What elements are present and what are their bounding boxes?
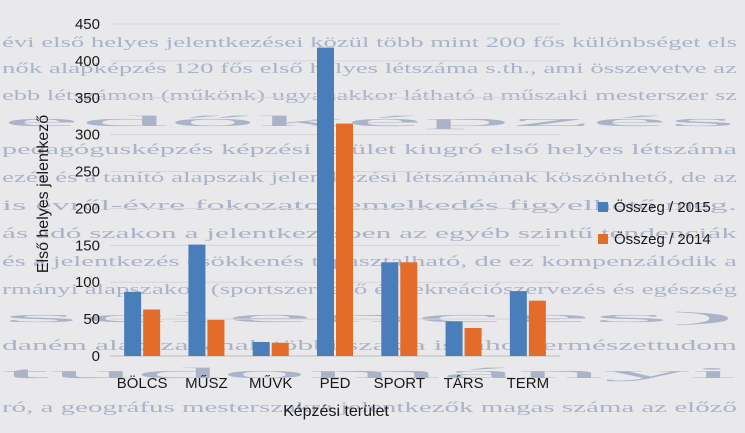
background-text-line: ró, a geográfus mesterszakra jelentkezők… bbox=[2, 400, 737, 416]
bar bbox=[317, 47, 334, 357]
x-tick-label: PED bbox=[320, 375, 351, 392]
background-text-line: ezés és a tanító alapszak jelentkezési l… bbox=[2, 170, 738, 186]
background-page-text: évi első helyes jelentkezései közül több… bbox=[2, 35, 739, 416]
x-axis-title: Képzési terület bbox=[283, 403, 389, 420]
x-tick-label: TERM bbox=[507, 375, 550, 392]
x-axis-categories: BÖLCS MŰSZ MŰVK PED SPORT TÁRS TERM bbox=[117, 374, 549, 392]
y-tick-label: 450 bbox=[75, 16, 100, 33]
background-text-line: pedagógusképzés képzési terület kiugró e… bbox=[2, 142, 738, 158]
background-text-line: daném alapszakának többi szakja is, ahol… bbox=[2, 338, 738, 354]
y-tick-label: 300 bbox=[75, 127, 100, 144]
legend-swatch bbox=[598, 234, 608, 244]
y-axis-ticks: 0 50 100 150 200 250 300 350 400 450 bbox=[75, 16, 100, 365]
x-tick-label: MŰVK bbox=[249, 375, 292, 392]
bar bbox=[528, 300, 546, 356]
bar bbox=[271, 342, 289, 356]
background-text-line: sciences) bbox=[2, 310, 737, 326]
bar bbox=[509, 291, 527, 356]
bar bbox=[445, 321, 463, 356]
background-text-line: rmányi alapszakok (sportszervező és rekr… bbox=[2, 282, 738, 298]
y-tick-label: 150 bbox=[75, 237, 100, 254]
y-tick-label: 400 bbox=[75, 53, 100, 70]
x-tick-label: TÁRS bbox=[444, 375, 484, 392]
legend-label: Összeg / 2015 bbox=[614, 198, 711, 216]
bar bbox=[400, 262, 418, 356]
legend: Összeg / 2015 Összeg / 2014 bbox=[598, 198, 711, 248]
background-text-line: ebb létszámon (műkönk) ugyanakkor láthat… bbox=[2, 88, 738, 104]
gridlines bbox=[110, 23, 560, 357]
bar bbox=[124, 291, 142, 356]
y-tick-label: 350 bbox=[75, 90, 100, 107]
y-tick-label: 100 bbox=[75, 274, 100, 291]
background-text-line: ás adó szakon a jelentkezésben az egyéb … bbox=[2, 226, 738, 242]
bars bbox=[124, 47, 546, 357]
bar bbox=[381, 262, 399, 356]
background-text-line: edőképzés bbox=[2, 114, 739, 130]
y-tick-label: 250 bbox=[75, 164, 100, 181]
bar bbox=[464, 327, 482, 356]
bar bbox=[207, 319, 225, 356]
background-text-line: nők alapképzés 120 fős első helyes létsz… bbox=[2, 61, 738, 77]
background-text-line: is évről-évre fokozatos emelkedés figyel… bbox=[2, 198, 737, 214]
bar bbox=[188, 244, 206, 356]
legend-swatch bbox=[598, 202, 608, 212]
y-tick-label: 0 bbox=[92, 348, 100, 365]
background-text-line: évi első helyes jelentkezései közül több… bbox=[2, 35, 737, 51]
background-text-line: és a jelentkezés csökkenés tapasztalható… bbox=[2, 254, 738, 270]
bar bbox=[336, 123, 353, 356]
x-tick-label: MŰSZ bbox=[185, 375, 228, 392]
x-tick-label: BÖLCS bbox=[117, 374, 168, 392]
legend-label: Összeg / 2014 bbox=[614, 230, 711, 248]
y-axis-title: Első helyes jelentkező bbox=[35, 115, 52, 273]
y-tick-label: 50 bbox=[83, 311, 100, 328]
x-tick-label: SPORT bbox=[374, 375, 425, 392]
bar bbox=[143, 309, 161, 356]
y-tick-label: 200 bbox=[75, 200, 100, 217]
background-text-line: tudományi bbox=[2, 366, 737, 382]
bar bbox=[252, 341, 270, 356]
